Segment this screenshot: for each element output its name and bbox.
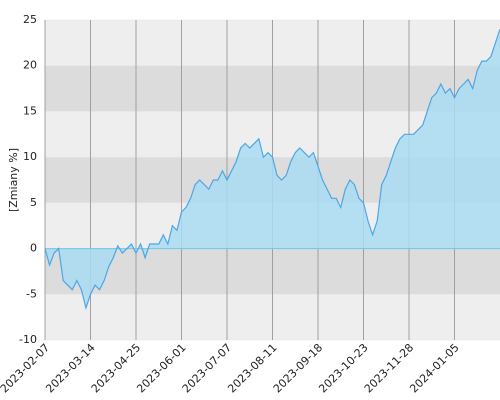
y-tick-label: 15 — [23, 104, 37, 117]
y-tick-label: -10 — [19, 333, 37, 346]
line — [44, 28, 500, 311]
y-tick-label: 25 — [23, 13, 37, 26]
y-tick-label: 10 — [23, 150, 37, 163]
area — [45, 29, 500, 308]
x-tick-label: 2024-01-05 — [407, 341, 461, 395]
y-tick-label: 0 — [30, 242, 37, 255]
y-tick-label: 5 — [30, 196, 37, 209]
y-tick-label: 20 — [23, 59, 37, 72]
y-axis-label: [Zmiany %] — [7, 148, 20, 212]
y-tick-label: -5 — [26, 287, 37, 300]
